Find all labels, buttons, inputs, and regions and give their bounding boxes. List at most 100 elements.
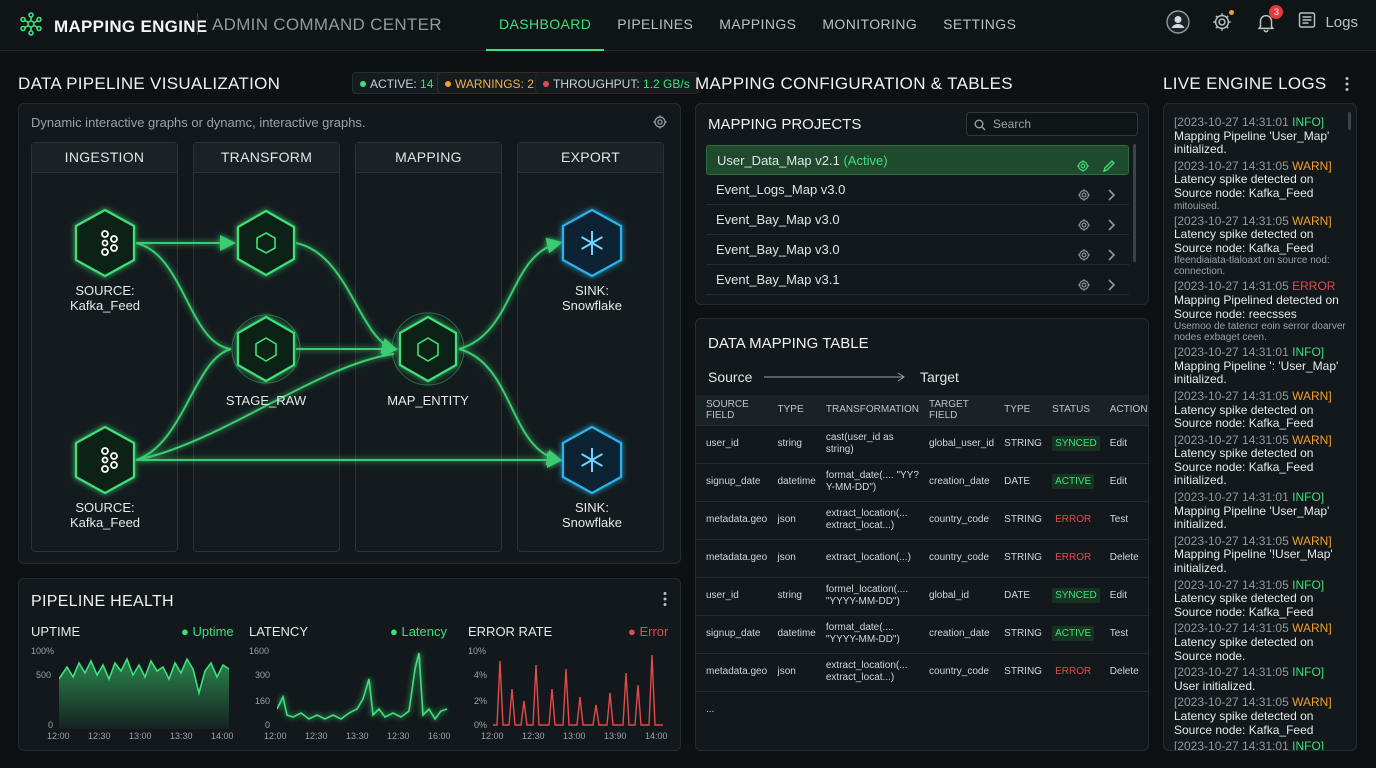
uptime-line (59, 657, 230, 697)
more-icon[interactable] (662, 591, 668, 612)
row-action[interactable]: Delete (1099, 652, 1148, 691)
search-input[interactable]: Search (966, 112, 1138, 136)
error-chart (493, 654, 663, 726)
logs-label: Logs (1325, 13, 1358, 31)
log-message: Mapping Pipelined detected on Source nod… (1174, 292, 1339, 321)
log-timestamp: [2023-10-27 14:31:05 (1174, 665, 1293, 680)
gear-icon[interactable] (1076, 154, 1090, 184)
nav-actions: 3 Logs (1165, 5, 1358, 35)
log-timestamp: [2023-10-27 14:31:01 (1174, 739, 1293, 751)
logo-icon (18, 11, 44, 42)
tab-mappings[interactable]: MAPPINGS (719, 16, 797, 32)
tab-settings[interactable]: SETTINGS (943, 16, 1017, 32)
row-action[interactable]: Edit (1099, 462, 1148, 501)
log-timestamp: [2023-10-27 14:31:05 (1174, 695, 1293, 710)
log-timestamp: [2023-10-27 14:31:05 (1174, 533, 1293, 548)
log-timestamp: [2023-10-27 14:31:01 (1174, 115, 1293, 129)
pipeline-graph-panel: Dynamic interactive graphs or dynamc, in… (18, 103, 681, 564)
row-action[interactable]: Test (1099, 614, 1148, 653)
uptime-xtick: 13:00 (129, 731, 152, 741)
table-row: user_id string formel_location(.... "YYYY-… (696, 576, 1148, 615)
chevron-right-icon[interactable] (1105, 273, 1117, 303)
node-map-entity[interactable] (391, 312, 465, 386)
pipeline-graph (74, 208, 623, 495)
log-entry: [2023-10-27 14:31:01 INFO] Mapping Pipeli… (1164, 115, 1356, 157)
node-sink2[interactable] (561, 425, 623, 495)
user-icon[interactable] (1165, 9, 1191, 35)
node-sink1[interactable] (561, 208, 623, 278)
tab-dashboard[interactable]: DASHBOARD (486, 0, 605, 51)
gear-icon[interactable] (1077, 213, 1091, 243)
logs-button[interactable]: Logs (1297, 10, 1358, 34)
mapping-project-row[interactable]: Event_Bay_Map v3.1 (706, 265, 1129, 295)
node-label-map-entity: MAP_ENTITY (387, 393, 469, 408)
latency-legend: ● Latency (390, 624, 448, 639)
row-action[interactable]: Delete (1099, 538, 1148, 577)
log-message: Latency spike detected on Source node. (1174, 635, 1314, 663)
log-timestamp: [2023-10-27 14:31:05 (1174, 621, 1293, 636)
snowflake-icon (581, 231, 603, 255)
log-timestamp: [2023-10-27 14:31:05 (1174, 432, 1293, 447)
brand[interactable]: MAPPING ENGINE (18, 11, 207, 42)
mapping-projects-title: MAPPING PROJECTS (708, 116, 862, 133)
status-warnings-pill: WARNINGS: 2 (437, 72, 543, 94)
mapping-project-row[interactable]: Event_Bay_Map v3.0 (706, 205, 1129, 235)
log-entry: [2023-10-27 14:31:05 WARN] Mapping Pipeli… (1164, 533, 1356, 576)
uptime-xtick: 14:00 (211, 731, 234, 741)
pencil-icon[interactable] (1102, 154, 1116, 184)
mapping-project-row[interactable]: Event_Logs_Map v3.0 (706, 175, 1129, 205)
latency-xtick: 13:30 (346, 731, 369, 741)
snowflake-icon (581, 448, 603, 472)
uptime-xtick: 13:30 (170, 731, 193, 741)
column-header: TYPE (994, 395, 1043, 425)
gear-icon[interactable] (1077, 273, 1091, 303)
chevron-right-icon[interactable] (1105, 243, 1117, 273)
status-badge: SYNCED (1052, 436, 1100, 451)
log-list: [2023-10-27 14:31:01 INFO] Mapping Pipeli… (1164, 115, 1356, 751)
log-level: INFO] (1292, 665, 1325, 680)
mapping-section-title: MAPPING CONFIGURATION & TABLES (695, 74, 1013, 93)
mapping-project-row[interactable]: Event_Bay_Map v3.0 (706, 235, 1129, 265)
node-label-source1: SOURCE: Kafka_Feed (69, 283, 141, 313)
tab-monitoring[interactable]: MONITORING (822, 16, 918, 32)
gear-icon[interactable] (1209, 9, 1235, 35)
gear-icon[interactable] (1077, 243, 1091, 273)
node-stage-raw[interactable] (231, 314, 301, 384)
gear-icon[interactable] (652, 114, 668, 135)
tab-pipelines[interactable]: PIPELINES (617, 16, 694, 32)
row-action[interactable]: Edit (1099, 424, 1148, 463)
status-badge: SYNCED (1052, 588, 1100, 603)
gear-icon[interactable] (1077, 183, 1091, 213)
latency-title: LATENCY (249, 624, 308, 639)
pipeline-health-title: PIPELINE HEALTH (31, 593, 174, 610)
more-icon[interactable] (1344, 76, 1350, 97)
bell-icon[interactable]: 3 (1253, 5, 1284, 35)
log-timestamp: [2023-10-27 14:31:05 (1174, 279, 1293, 294)
mapping-projects-panel: MAPPING PROJECTS Search User_Data_Map v2… (695, 103, 1149, 305)
edge-source2-map (135, 353, 395, 461)
log-message: Mapping Pipeline ': 'User_Map' initializ… (1174, 358, 1339, 387)
node-transform[interactable] (236, 209, 296, 277)
logs-scrollbar[interactable] (1348, 112, 1351, 130)
node-source2[interactable] (74, 425, 136, 495)
log-timestamp: [2023-10-27 14:31:05 (1174, 158, 1293, 173)
log-detail: mitouised. (1174, 200, 1220, 212)
stage-header: EXPORT (518, 143, 663, 173)
chevron-right-icon[interactable] (1105, 183, 1117, 213)
status-badge: ERROR (1055, 514, 1092, 525)
status-badge: ACTIVE (1052, 626, 1095, 641)
mapping-project-row[interactable]: User_Data_Map v2.1 (Active) (706, 145, 1129, 175)
projects-scrollbar[interactable] (1133, 144, 1136, 262)
chevron-right-icon[interactable] (1105, 213, 1117, 243)
error-xtick: 14:00 (645, 731, 668, 741)
log-timestamp: [2023-10-27 14:31:05 (1174, 577, 1293, 592)
node-source1[interactable] (74, 208, 136, 278)
latency-ytick: 160 (255, 696, 271, 706)
pipeline-description: Dynamic interactive graphs or dynamc, in… (31, 115, 366, 130)
kafka-icon (101, 447, 118, 473)
row-action[interactable]: Edit (1099, 576, 1148, 615)
row-action[interactable]: Test (1099, 500, 1148, 539)
notification-badge: 3 (1269, 5, 1284, 19)
target-label: Target (920, 369, 959, 385)
settings-alert-dot (1229, 10, 1235, 15)
